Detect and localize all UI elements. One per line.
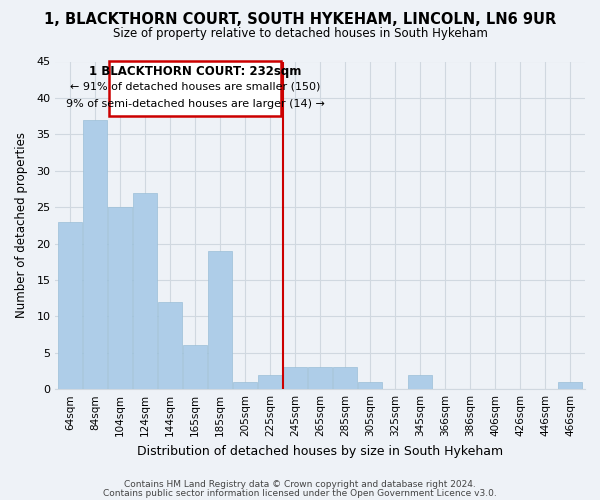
Text: 1, BLACKTHORN COURT, SOUTH HYKEHAM, LINCOLN, LN6 9UR: 1, BLACKTHORN COURT, SOUTH HYKEHAM, LINC…	[44, 12, 556, 28]
Bar	[158, 302, 182, 389]
Text: Contains public sector information licensed under the Open Government Licence v3: Contains public sector information licen…	[103, 489, 497, 498]
Text: ← 91% of detached houses are smaller (150): ← 91% of detached houses are smaller (15…	[70, 82, 320, 92]
Bar	[183, 346, 208, 389]
Text: Size of property relative to detached houses in South Hykeham: Size of property relative to detached ho…	[113, 28, 487, 40]
Bar	[133, 192, 157, 389]
Bar	[408, 374, 432, 389]
Bar	[333, 368, 357, 389]
Bar	[358, 382, 382, 389]
Y-axis label: Number of detached properties: Number of detached properties	[15, 132, 28, 318]
Bar	[58, 222, 82, 389]
Bar	[558, 382, 582, 389]
Bar	[258, 374, 283, 389]
Bar	[308, 368, 332, 389]
Bar	[108, 207, 133, 389]
Bar	[233, 382, 257, 389]
Bar	[83, 120, 107, 389]
X-axis label: Distribution of detached houses by size in South Hykeham: Distribution of detached houses by size …	[137, 444, 503, 458]
Bar	[283, 368, 307, 389]
Text: Contains HM Land Registry data © Crown copyright and database right 2024.: Contains HM Land Registry data © Crown c…	[124, 480, 476, 489]
Bar	[208, 251, 232, 389]
Text: 1 BLACKTHORN COURT: 232sqm: 1 BLACKTHORN COURT: 232sqm	[89, 65, 301, 78]
Bar	[109, 62, 281, 116]
Text: 9% of semi-detached houses are larger (14) →: 9% of semi-detached houses are larger (1…	[66, 98, 325, 108]
